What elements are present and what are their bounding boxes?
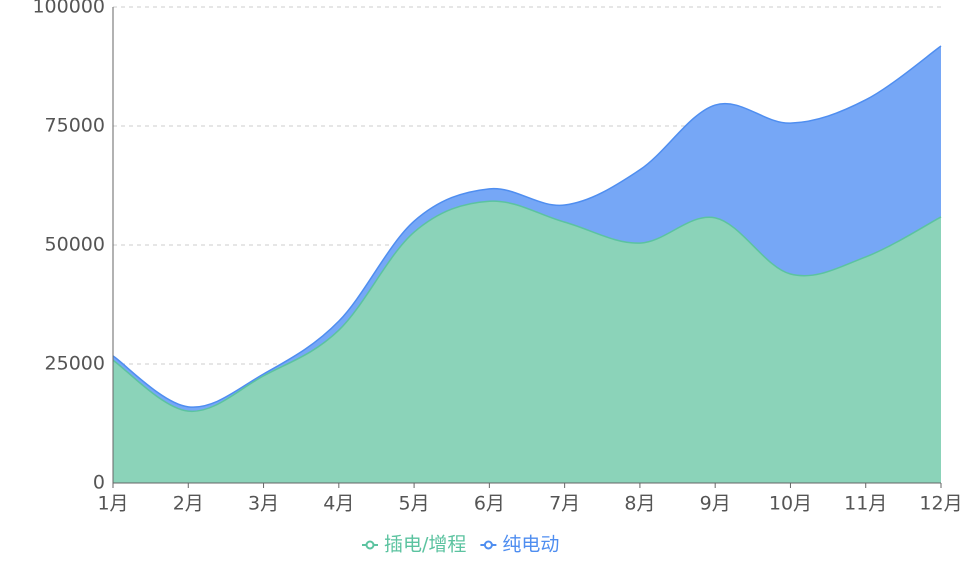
legend-icon [365, 540, 375, 550]
x-tick-label: 10月 [769, 493, 812, 515]
legend-icon [483, 540, 493, 550]
x-tick-label: 11月 [844, 493, 887, 515]
x-tick-label: 5月 [399, 493, 430, 515]
area [113, 46, 941, 412]
x-tick-label: 4月 [323, 493, 354, 515]
x-tick-label: 2月 [173, 493, 204, 515]
x-tick-label: 6月 [474, 493, 505, 515]
legend: 插电/增程 纯电动 [362, 534, 559, 556]
legend-label: 纯电动 [502, 534, 559, 556]
y-tick-label: 75000 [45, 115, 105, 137]
x-tick-label: 9月 [700, 493, 731, 515]
x-tick-label: 12月 [919, 493, 960, 515]
legend-label: 插电/增程 [384, 534, 466, 556]
y-tick-label: 0 [93, 472, 105, 494]
x-tick-label: 8月 [624, 493, 655, 515]
y-tick-label: 100000 [32, 0, 105, 18]
x-tick-label: 7月 [549, 493, 580, 515]
series-line [112, 45, 942, 408]
x-tick-label: 3月 [248, 493, 279, 515]
series-line [112, 200, 942, 412]
y-tick-label: 25000 [45, 353, 105, 375]
x-tick-label: 1月 [97, 493, 128, 515]
y-tick-label: 50000 [45, 234, 105, 256]
area [113, 201, 941, 483]
